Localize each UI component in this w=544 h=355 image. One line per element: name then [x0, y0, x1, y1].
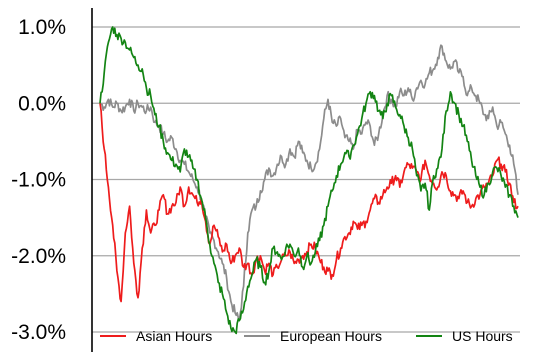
y-tick-labels: 1.0% 0.0% -1.0% -2.0% -3.0% [11, 16, 66, 344]
y-tick-label: 1.0% [18, 16, 66, 39]
y-tick-label: 0.0% [18, 92, 66, 115]
series-line-asian-hours [99, 103, 519, 303]
series-line-us-hours [99, 26, 519, 335]
legend-label: US Hours [452, 328, 513, 344]
y-tick-label: -1.0% [11, 169, 66, 192]
series-lines [99, 26, 519, 335]
gridlines [92, 26, 520, 333]
series-line-european-hours [99, 44, 519, 322]
legend-label: Asian Hours [136, 328, 212, 344]
legend-label: European Hours [280, 328, 382, 344]
legend: Asian Hours European Hours US Hours [100, 328, 513, 344]
y-tick-label: -3.0% [11, 321, 66, 344]
y-tick-label: -2.0% [11, 245, 66, 268]
